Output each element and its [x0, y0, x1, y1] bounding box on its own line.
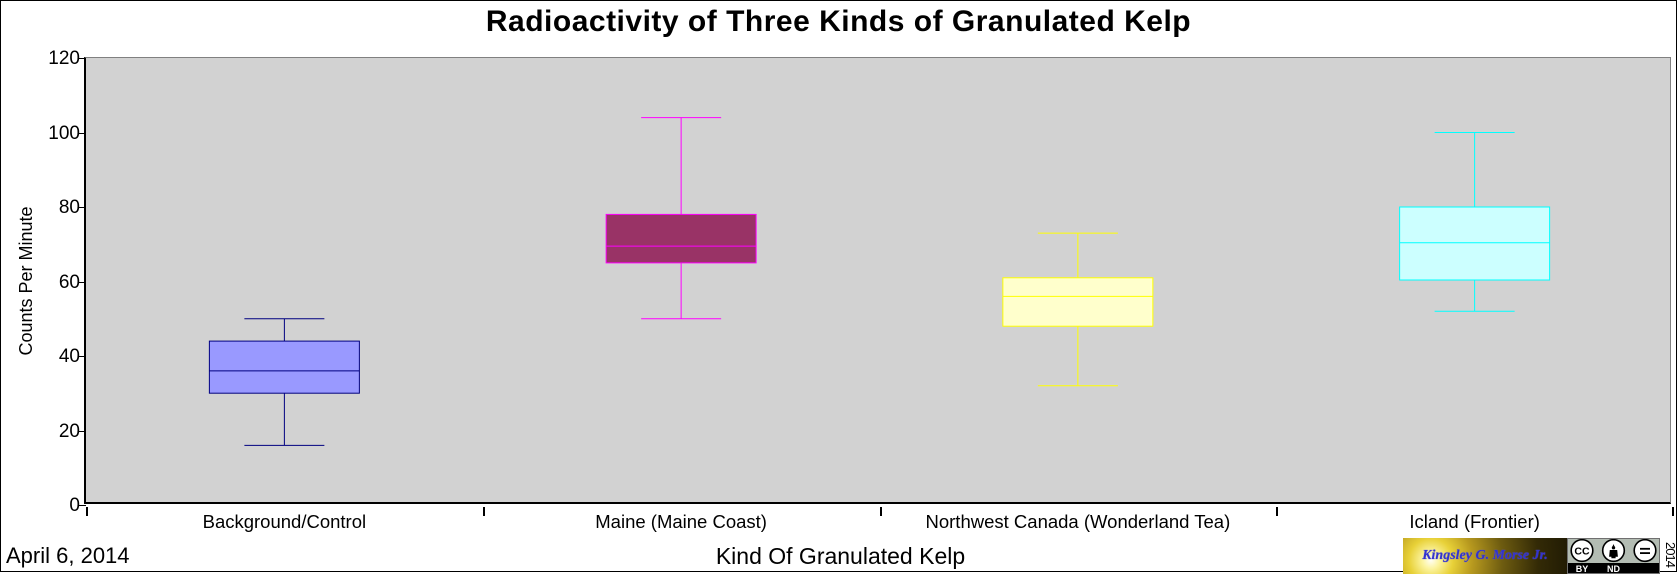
svg-text:BY: BY [1576, 564, 1589, 574]
svg-text:ND: ND [1607, 564, 1620, 574]
svg-text:CC: CC [1574, 546, 1590, 558]
